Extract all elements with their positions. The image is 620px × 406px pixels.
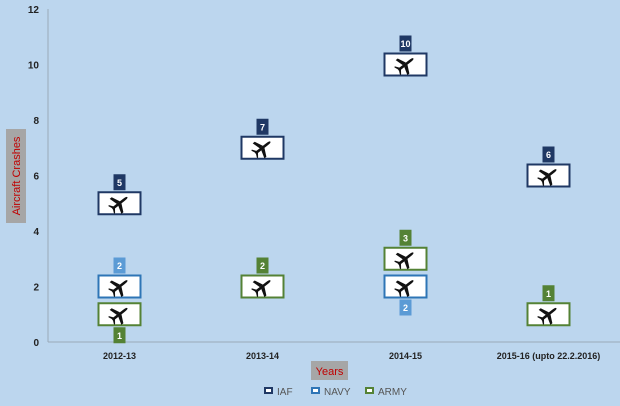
data-point-iaf: 10 [383,35,428,77]
y-tick-label: 2 [33,283,39,294]
data-label: 3 [403,233,408,243]
data-label-box [256,118,269,135]
legend-item-army: ARMY [365,387,407,398]
legend-item-iaf: IAF [264,387,293,398]
y-axis-ticks: 0 2 4 6 8 10 12 [28,5,40,349]
data-point-army: 1 [526,285,571,327]
data-label-box [399,299,412,316]
data-label-box [542,285,555,302]
data-point-iaf: 7 [240,118,285,160]
data-point-army: 3 [383,229,428,271]
y-axis-title-text: Aircraft Crashes [11,136,23,215]
data-label: 2 [117,261,122,271]
data-label: 5 [117,178,122,188]
data-point-iaf: 5 [97,174,142,216]
x-tick-label: 2014-15 [389,351,422,361]
y-tick-label: 8 [33,116,39,127]
x-tick-label: 2012-13 [103,351,136,361]
data-label: 1 [546,289,551,299]
data-label: 2 [260,261,265,271]
x-tick-label: 2013-14 [246,351,279,361]
y-tick-label: 10 [28,61,40,72]
data-point-navy: 2 [97,257,142,299]
legend: IAF NAVY ARMY [264,387,407,398]
data-label: 6 [546,150,551,160]
data-point-army: 1 [97,302,142,344]
data-point-army: 2 [240,257,285,299]
data-label: 2 [403,303,408,313]
y-axis-title: Aircraft Crashes [6,129,26,223]
legend-swatch [311,387,320,394]
data-label-box [399,35,412,52]
data-label-box [399,229,412,246]
data-point-navy: 2 [383,274,428,316]
legend-swatch [365,387,374,394]
legend-label: ARMY [378,387,407,398]
data-label-box [113,174,126,191]
x-axis-title-text: Years [316,366,344,378]
data-point-iaf: 6 [526,146,571,188]
y-tick-label: 0 [33,338,39,349]
legend-swatch [264,387,273,394]
legend-label: NAVY [324,387,351,398]
data-label-box [113,327,126,344]
y-tick-label: 12 [28,5,40,16]
x-tick-label: 2015-16 (upto 22.2.2016) [497,351,601,361]
y-tick-label: 4 [33,227,39,238]
data-label: 1 [117,331,122,341]
data-label-box [256,257,269,274]
data-points: 5 7 10 6 2 2 1 2 3 1 [97,35,571,344]
data-label: 10 [400,39,410,49]
data-label-box [542,146,555,163]
x-axis-ticks: 2012-13 2013-14 2014-15 2015-16 (upto 22.2.… [103,351,600,361]
legend-label: IAF [277,387,293,398]
data-label: 7 [260,122,265,132]
legend-item-navy: NAVY [311,387,351,398]
y-tick-label: 6 [33,172,39,183]
x-axis-title: Years [311,361,348,380]
data-label-box [113,257,126,274]
